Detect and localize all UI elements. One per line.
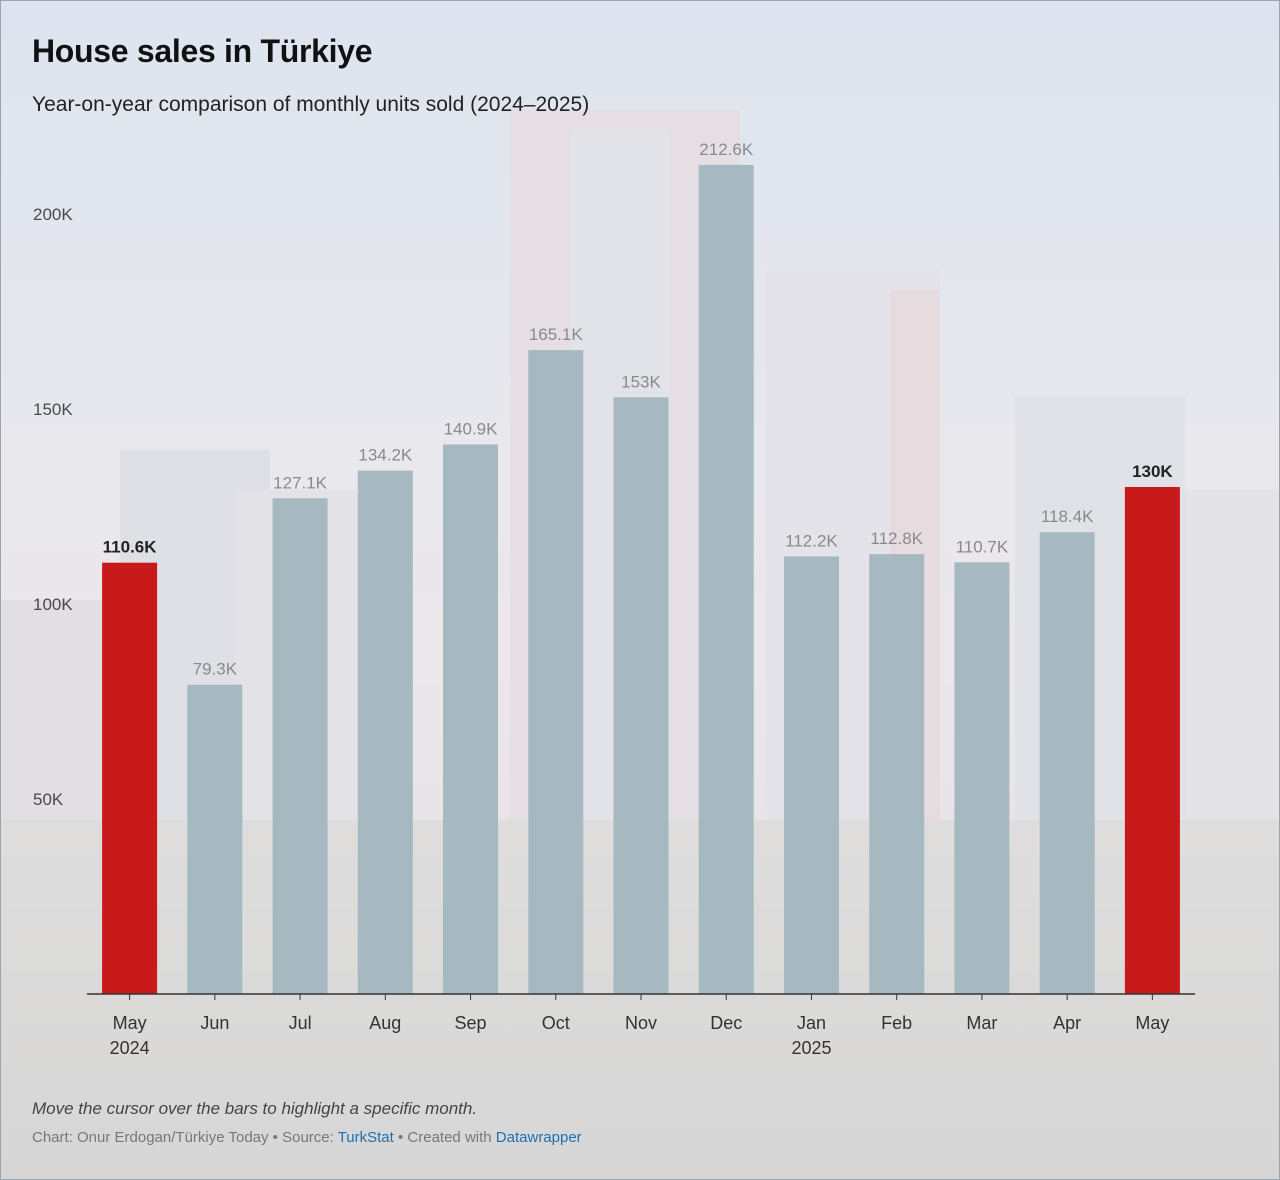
data-label: 153K — [621, 372, 661, 391]
bar[interactable] — [1039, 532, 1095, 994]
y-tick-label: 200K — [33, 205, 73, 224]
bar[interactable] — [357, 470, 413, 995]
data-label: 134.2K — [358, 446, 413, 465]
y-tick-label: 150K — [33, 400, 73, 419]
y-tick-label: 50K — [33, 790, 64, 809]
data-label: 140.9K — [444, 419, 499, 438]
bar[interactable] — [613, 397, 669, 994]
chart-subtitle: Year-on-year comparison of monthly units… — [32, 93, 590, 116]
data-label: 130K — [1132, 462, 1173, 481]
x-tick-label: May — [113, 1013, 147, 1033]
x-tick-label: Aug — [369, 1013, 401, 1033]
bar[interactable] — [869, 554, 925, 994]
x-tick-label: Sep — [455, 1013, 487, 1033]
x-tick-label: 2024 — [110, 1038, 150, 1058]
x-tick-label: Jan — [797, 1013, 826, 1033]
x-tick-label: Apr — [1053, 1013, 1081, 1033]
data-label: 110.6K — [103, 538, 158, 557]
x-tick-label: Dec — [710, 1013, 742, 1033]
source-link[interactable]: TurkStat — [337, 1129, 394, 1146]
y-tick-label: 100K — [33, 595, 73, 614]
x-tick-label: May — [1135, 1013, 1169, 1033]
bar[interactable] — [528, 350, 584, 995]
data-label: 79.3K — [193, 660, 238, 679]
bar[interactable] — [187, 684, 243, 994]
x-tick-label: Jun — [200, 1013, 229, 1033]
bar[interactable] — [784, 556, 839, 994]
chart-title: House sales in Türkiye — [32, 33, 373, 69]
credit-prefix: Chart: Onur Erdogan/Türkiye Today • Sour… — [32, 1129, 338, 1146]
data-label: 112.2K — [785, 531, 838, 550]
hover-hint: Move the cursor over the bars to highlig… — [32, 1099, 478, 1118]
data-label: 110.7K — [956, 537, 1009, 556]
x-tick-label: Jul — [289, 1013, 312, 1033]
bar[interactable] — [954, 562, 1010, 994]
bar[interactable] — [698, 164, 754, 994]
data-label: 127.1K — [273, 473, 328, 492]
x-tick-label: Mar — [966, 1013, 997, 1033]
datawrapper-link[interactable]: Datawrapper — [495, 1129, 582, 1146]
x-tick-label: Nov — [625, 1013, 657, 1033]
data-label: 165.1K — [529, 325, 584, 344]
x-tick-label: Oct — [542, 1013, 570, 1033]
data-label: 118.4K — [1041, 507, 1094, 526]
bar[interactable] — [443, 444, 498, 995]
bar[interactable] — [102, 562, 158, 994]
data-label: 112.8K — [870, 529, 923, 548]
credit-line: Chart: Onur Erdogan/Türkiye Today • Sour… — [32, 1129, 582, 1146]
data-label: 212.6K — [699, 140, 754, 159]
bar[interactable] — [1124, 487, 1180, 994]
x-tick-label: 2025 — [791, 1038, 831, 1058]
bar[interactable] — [272, 498, 328, 994]
x-tick-label: Feb — [881, 1013, 912, 1033]
credit-middle: • Created with — [393, 1129, 496, 1146]
